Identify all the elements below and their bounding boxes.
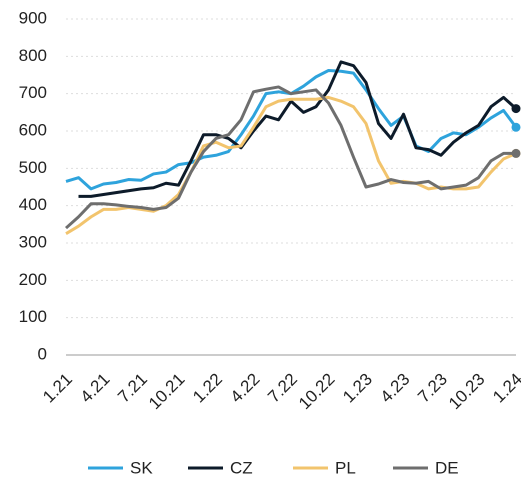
x-tick-label: 1.22 (189, 370, 226, 407)
y-tick-label: 400 (19, 195, 47, 214)
x-tick-label: 10.22 (295, 370, 339, 414)
legend-label: SK (130, 458, 153, 477)
series-line (65, 95, 517, 235)
legend-item: PL (293, 458, 356, 477)
x-tick-label: 1.23 (339, 370, 376, 407)
end-marker (511, 122, 521, 132)
legend-label: PL (335, 458, 356, 477)
legend-item: CZ (188, 458, 253, 477)
y-tick-label: 200 (19, 270, 47, 289)
x-tick-label: 4.23 (377, 370, 414, 407)
y-tick-label: 300 (19, 232, 47, 251)
series-line (78, 60, 518, 198)
end-marker (511, 104, 521, 114)
series-line (65, 69, 518, 191)
x-tick-label: 1.24 (489, 370, 521, 407)
legend-label: CZ (230, 458, 253, 477)
x-tick-label: 4.21 (77, 370, 114, 407)
y-tick-label: 700 (19, 83, 47, 102)
y-tick-label: 800 (19, 46, 47, 65)
series-line (64, 85, 516, 230)
x-tick-label: 1.21 (39, 370, 76, 407)
y-tick-label: 600 (19, 120, 47, 139)
x-tick-label: 10.21 (145, 370, 189, 414)
y-tick-label: 500 (19, 158, 47, 177)
legend-label: DE (435, 458, 459, 477)
x-tick-label: 10.23 (445, 370, 489, 414)
legend-item: SK (88, 458, 153, 477)
y-tick-label: 900 (19, 8, 47, 27)
end-marker (511, 148, 521, 158)
legend-item: DE (393, 458, 459, 477)
y-tick-label: 100 (19, 307, 47, 326)
x-tick-label: 4.22 (227, 370, 264, 407)
y-tick-label: 0 (38, 344, 47, 363)
